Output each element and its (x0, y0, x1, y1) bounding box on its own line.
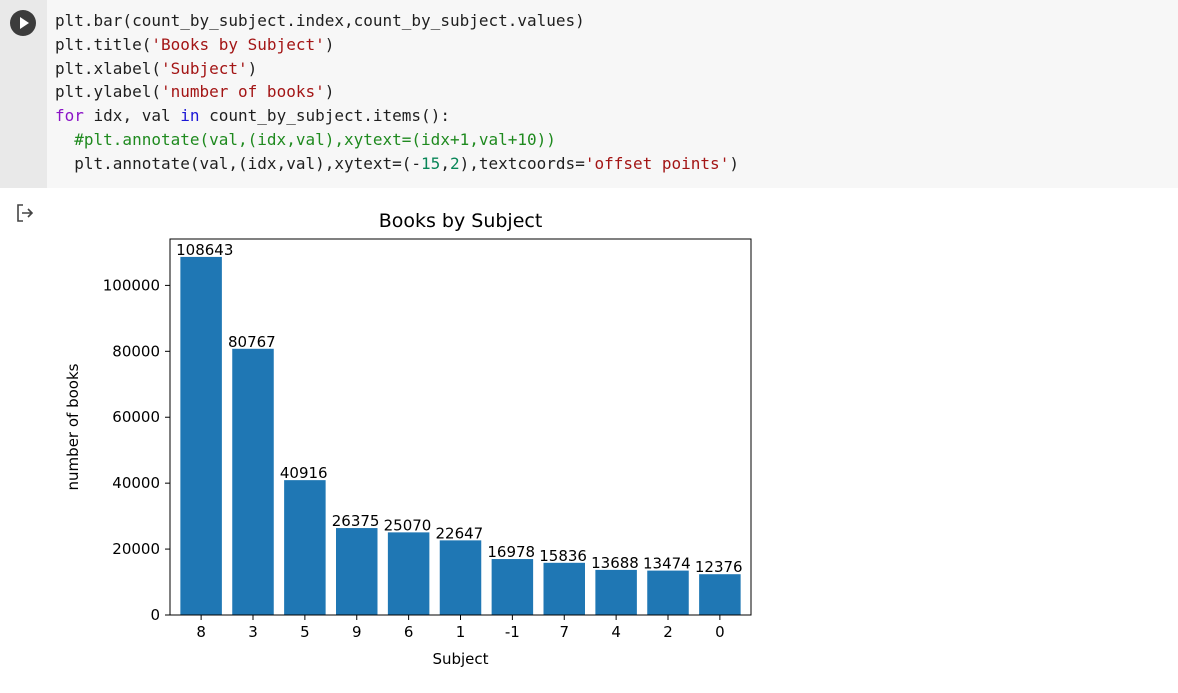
y-axis-label: number of books (64, 363, 82, 490)
code-token: plt.ylabel( (55, 82, 161, 102)
code-token: ) (324, 82, 335, 102)
code-token: 'number of books' (160, 82, 325, 102)
x-tick-label: 6 (404, 623, 414, 641)
data-label: 16978 (487, 543, 535, 561)
code-token: count_by_subject.items(): (199, 106, 450, 126)
x-tick-label: 7 (559, 623, 569, 641)
bar (387, 532, 430, 615)
x-tick-label: 4 (611, 623, 621, 641)
data-label: 108643 (176, 241, 233, 259)
code-token: for (55, 106, 84, 126)
bar (336, 528, 378, 615)
bar (491, 559, 534, 615)
bar-chart: 8 3 5 9 6 1 -1 7 4 2 0 0 20000 40000 60000 80000 100000 1… (64, 210, 752, 668)
x-tick-label: 3 (248, 623, 258, 641)
y-tick-label: 20000 (112, 540, 160, 558)
code-token: ) (324, 34, 335, 54)
code-token: idx, val (83, 106, 181, 126)
data-label: 40916 (280, 464, 328, 482)
run-cell-button[interactable] (10, 10, 36, 36)
bar (647, 570, 689, 615)
y-tick-label: 0 (150, 606, 160, 624)
x-axis-label: Subject (432, 650, 488, 668)
chart-title: Books by Subject (379, 210, 543, 232)
bar (595, 569, 637, 615)
code-line: plt.ylabel('number of books') (55, 80, 739, 104)
code-token: plt.annotate(val,(idx,val),xytext=(- (55, 153, 422, 173)
y-tick-label: 60000 (112, 408, 160, 426)
code-line: plt.annotate(val,(idx,val),xytext=(-15,2… (55, 152, 739, 176)
y-tick-label: 100000 (103, 276, 160, 294)
x-tick-label: 2 (663, 623, 673, 641)
code-token: , (440, 153, 450, 173)
code-token: 'Subject' (160, 58, 248, 78)
code-token: plt.title( (55, 34, 152, 54)
code-token: 'offset points' (584, 153, 730, 173)
data-label: 25070 (384, 516, 432, 534)
code-token: 2 (449, 153, 460, 173)
x-tick-label: 9 (352, 623, 362, 641)
bar (180, 256, 222, 615)
bar (284, 480, 326, 615)
data-label: 13688 (591, 554, 639, 572)
x-tick-label: 1 (456, 623, 466, 641)
code-token: 15 (421, 153, 441, 173)
code-token: ) (247, 58, 258, 78)
x-tick-label: 5 (300, 623, 310, 641)
code-line: for idx, val in count_by_subject.items()… (55, 104, 739, 128)
data-label: 15836 (539, 547, 587, 565)
y-tick-label: 40000 (112, 474, 160, 492)
code-token: plt.xlabel( (55, 58, 161, 78)
bar (439, 540, 482, 615)
bar (543, 562, 585, 615)
code-token: ) (729, 153, 739, 173)
output-arrow-icon[interactable] (14, 202, 36, 224)
x-tick-label: -1 (505, 623, 520, 641)
bar (232, 348, 274, 615)
code-token: plt.bar(count_by_subject.index,count_by_… (55, 11, 585, 30)
y-tick-label: 80000 (112, 342, 160, 360)
code-token: ),textcoords= (459, 153, 585, 173)
code-token (55, 130, 74, 149)
code-token: #plt.annotate(val,(idx,val),xytext=(idx+… (74, 129, 556, 149)
code-token: 'Books by Subject' (151, 34, 325, 54)
play-icon (20, 17, 29, 29)
code-line: plt.title('Books by Subject') (55, 33, 739, 57)
code-token: in (180, 106, 200, 126)
x-tick-label: 8 (196, 623, 206, 641)
data-label: 26375 (332, 512, 380, 530)
data-label: 22647 (436, 524, 484, 542)
data-label: 80767 (228, 333, 276, 351)
data-label: 12376 (695, 558, 743, 576)
code-editor[interactable]: plt.bar(count_by_subject.index,count_by_… (55, 9, 739, 176)
x-tick-label: 0 (715, 623, 725, 641)
code-line: #plt.annotate(val,(idx,val),xytext=(idx+… (55, 128, 739, 152)
code-line: plt.bar(count_by_subject.index,count_by_… (55, 9, 739, 33)
bar (699, 574, 741, 615)
code-line: plt.xlabel('Subject') (55, 57, 739, 81)
data-label: 13474 (643, 555, 691, 573)
code-cell[interactable]: plt.bar(count_by_subject.index,count_by_… (0, 0, 1178, 188)
